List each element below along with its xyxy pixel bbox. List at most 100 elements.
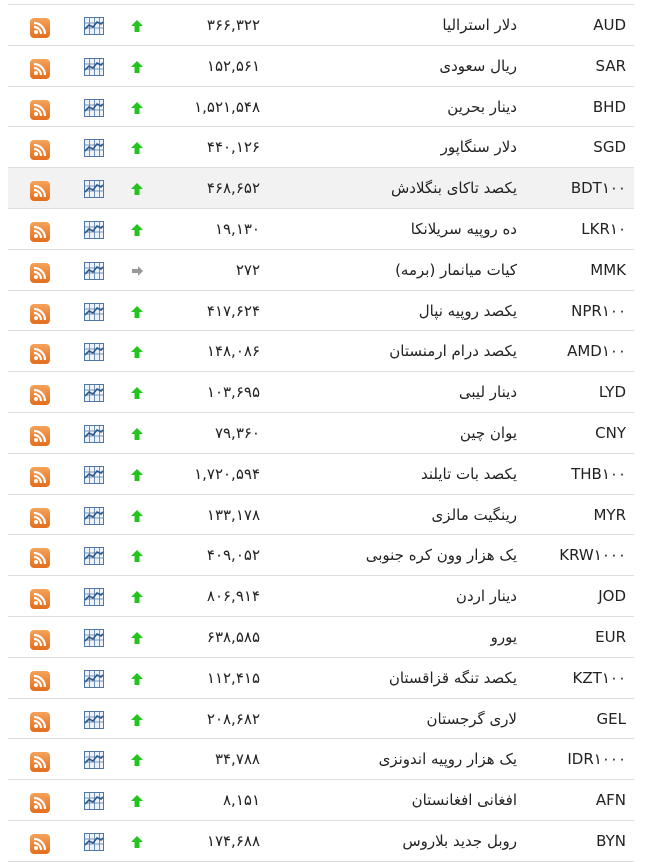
- table-row[interactable]: ۴۰۹,۰۵۲ یک هزار وون کره جنوبی KRW۱۰۰۰: [8, 535, 634, 577]
- currency-name[interactable]: یکصد تنگه قزاقستان: [388, 668, 517, 687]
- rss-icon[interactable]: [30, 140, 50, 161]
- table-row[interactable]: ۲۰۸,۶۸۲ لاری گرجستان GEL: [8, 699, 634, 740]
- currency-table: ۳۶۶,۳۲۲ دلار استرالیا AUD ۱۵۲,۵۶۱ ریال س…: [8, 4, 634, 862]
- rss-icon[interactable]: [30, 711, 50, 732]
- table-row[interactable]: ۱۵۲,۵۶۱ ریال سعودی SAR: [8, 46, 634, 87]
- chart-icon[interactable]: [84, 343, 104, 362]
- table-row[interactable]: ۱۱۲,۴۱۵ یکصد تنگه قزاقستان KZT۱۰۰: [8, 658, 634, 699]
- rss-icon[interactable]: [30, 18, 50, 38]
- arrow-up-icon: [130, 304, 144, 318]
- currency-name[interactable]: یورو: [490, 627, 517, 646]
- rate-value: ۸,۱۵۱: [223, 791, 260, 810]
- rss-icon[interactable]: [30, 507, 50, 528]
- rss-icon[interactable]: [30, 833, 50, 854]
- table-row[interactable]: ۱۰۳,۶۹۵ دینار لیبی LYD: [8, 372, 634, 413]
- chart-icon[interactable]: [84, 17, 104, 35]
- table-row[interactable]: ۴۱۷,۶۲۴ یکصد روپیه نپال NPR۱۰۰: [8, 291, 634, 332]
- currency-name[interactable]: رینگیت مالزی: [431, 505, 517, 524]
- table-row[interactable]: ۶۳۸,۵۸۵ یورو EUR: [8, 617, 634, 658]
- rss-icon[interactable]: [30, 181, 50, 202]
- arrow-up-icon: [130, 548, 144, 563]
- chart-icon[interactable]: [84, 139, 104, 158]
- currency-name[interactable]: دینار لیبی: [458, 383, 517, 402]
- rss-icon[interactable]: [30, 589, 50, 610]
- chart-icon[interactable]: [84, 628, 104, 647]
- table-row[interactable]: ۲۷۲ کیات میانمار (برمه) MMK: [8, 250, 634, 291]
- currency-name[interactable]: یکصد بات تایلند: [420, 464, 517, 483]
- table-row[interactable]: ۷۹,۳۶۰ یوان چین CNY: [8, 413, 634, 454]
- chart-icon[interactable]: [84, 832, 104, 851]
- chart-icon[interactable]: [84, 710, 104, 729]
- rss-icon[interactable]: [30, 303, 50, 324]
- currency-name[interactable]: روبل جدید بلاروس: [402, 831, 517, 850]
- chart-icon[interactable]: [84, 180, 104, 199]
- chart-icon[interactable]: [84, 465, 104, 484]
- table-row[interactable]: ۱۳۳,۱۷۸ رینگیت مالزی MYR: [8, 495, 634, 536]
- currency-name[interactable]: یکصد تاکای بنگلادش: [391, 179, 517, 198]
- rss-icon[interactable]: [30, 58, 50, 79]
- currency-name[interactable]: یوان چین: [459, 423, 517, 442]
- chart-icon[interactable]: [84, 669, 104, 688]
- currency-name[interactable]: یک هزار روپیه اندونزی: [378, 750, 517, 769]
- rss-icon[interactable]: [30, 466, 50, 487]
- rss-icon[interactable]: [30, 99, 50, 120]
- rss-icon[interactable]: [30, 221, 50, 242]
- table-row[interactable]: ۱۹,۱۳۰ ده روپیه سریلانکا LKR۱۰: [8, 209, 634, 250]
- currency-name[interactable]: افغانی افغانستان: [411, 791, 517, 810]
- rss-icon[interactable]: [30, 793, 50, 814]
- rate-value: ۴۰۹,۰۵۲: [206, 546, 260, 565]
- currency-code: LYD: [598, 383, 626, 402]
- rss-icon[interactable]: [30, 262, 50, 283]
- rss-icon[interactable]: [30, 670, 50, 691]
- currency-name[interactable]: کیات میانمار (برمه): [395, 260, 517, 279]
- arrow-up-icon: [130, 59, 144, 73]
- table-row[interactable]: ۳۴,۷۸۸ یک هزار روپیه اندونزی IDR۱۰۰۰: [8, 739, 634, 781]
- chart-icon[interactable]: [84, 302, 104, 321]
- chart-icon[interactable]: [84, 98, 104, 117]
- chart-icon[interactable]: [84, 261, 104, 280]
- table-row[interactable]: ۸۰۶,۹۱۴ دینار اردن JOD: [8, 576, 634, 617]
- arrow-up-icon: [130, 140, 144, 155]
- table-row[interactable]: ۱,۵۲۱,۵۴۸ دینار بحرین BHD: [8, 87, 634, 128]
- rss-icon[interactable]: [30, 344, 50, 365]
- chart-icon[interactable]: [84, 384, 104, 403]
- rss-icon[interactable]: [30, 548, 50, 569]
- currency-name[interactable]: یک هزار وون کره جنوبی: [365, 546, 517, 565]
- rate-value: ۱۴۸,۰۸۶: [206, 342, 260, 361]
- table-row[interactable]: ۸,۱۵۱ افغانی افغانستان AFN: [8, 780, 634, 821]
- chart-icon[interactable]: [84, 57, 104, 76]
- chart-icon[interactable]: [84, 547, 104, 566]
- chart-icon[interactable]: [84, 588, 104, 607]
- table-row[interactable]: ۱,۷۲۰,۵۹۴ یکصد بات تایلند THB۱۰۰: [8, 454, 634, 495]
- chart-icon[interactable]: [84, 792, 104, 811]
- rss-icon[interactable]: [30, 425, 50, 446]
- currency-name[interactable]: دلار استرالیا: [442, 16, 517, 34]
- arrow-up-icon: [130, 222, 144, 236]
- table-row[interactable]: ۴۴۰,۱۲۶ دلار سنگاپور SGD: [8, 127, 634, 169]
- currency-name[interactable]: لاری گرجستان: [426, 709, 518, 728]
- currency-name[interactable]: یکصد درام ارمنستان: [389, 342, 517, 361]
- currency-name[interactable]: ریال سعودی: [439, 56, 517, 75]
- currency-code: BHD: [592, 97, 626, 116]
- currency-name[interactable]: دلار سنگاپور: [440, 138, 517, 157]
- rss-icon[interactable]: [30, 385, 50, 406]
- chart-icon[interactable]: [84, 506, 104, 525]
- rate-value: ۴۱۷,۶۲۴: [206, 301, 260, 320]
- table-row[interactable]: ۱۴۸,۰۸۶ یکصد درام ارمنستان AMD۱۰۰: [8, 331, 634, 373]
- currency-name[interactable]: دینار بحرین: [447, 97, 517, 116]
- rss-icon[interactable]: [30, 629, 50, 650]
- currency-code: MYR: [593, 505, 626, 524]
- currency-code: AMD۱۰۰: [567, 342, 626, 361]
- chart-icon[interactable]: [84, 751, 104, 770]
- chart-icon[interactable]: [84, 220, 104, 239]
- table-row[interactable]: ۳۶۶,۳۲۲ دلار استرالیا AUD: [8, 5, 634, 46]
- table-row[interactable]: ۱۷۴,۶۸۸ روبل جدید بلاروس BYN: [8, 821, 634, 862]
- rate-value: ۱۱۲,۴۱۵: [206, 668, 260, 687]
- table-row[interactable]: ۴۶۸,۶۵۲ یکصد تاکای بنگلادش BDT۱۰۰: [8, 168, 634, 209]
- rss-icon[interactable]: [30, 752, 50, 773]
- currency-name[interactable]: دینار اردن: [455, 587, 517, 606]
- chart-icon[interactable]: [84, 424, 104, 443]
- rate-value: ۱۰۳,۶۹۵: [206, 383, 260, 402]
- currency-name[interactable]: ده روپیه سریلانکا: [410, 219, 517, 238]
- currency-name[interactable]: یکصد روپیه نپال: [418, 301, 517, 320]
